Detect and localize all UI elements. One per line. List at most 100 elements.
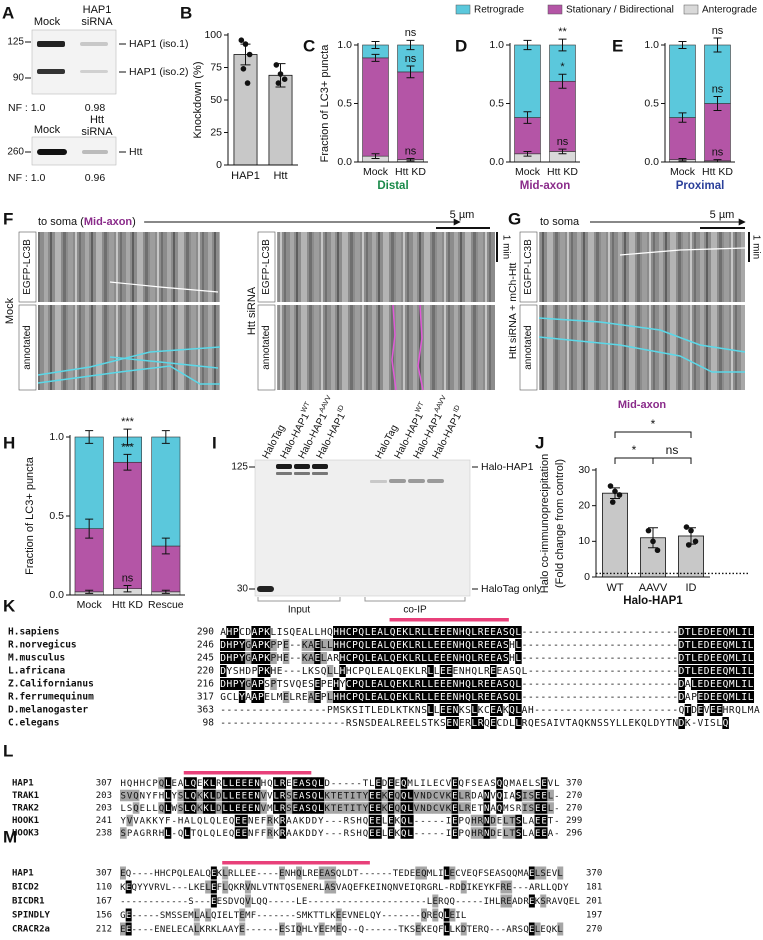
residue: -: [331, 816, 336, 826]
residue: D: [216, 791, 221, 801]
sequence-start: 167: [96, 897, 112, 907]
residue: -: [283, 718, 289, 729]
y-axis-label: (Fold change from control): [554, 459, 566, 588]
residue-shade: [438, 802, 446, 814]
residue-shade: [304, 777, 312, 789]
y-tick-label: 0.5: [49, 510, 64, 522]
y-tick-label: 0: [216, 159, 222, 171]
residue: S: [305, 804, 310, 814]
residue: E: [239, 911, 244, 921]
residue: E: [434, 627, 440, 638]
error-bar: [85, 518, 94, 539]
residue: F: [261, 829, 266, 839]
residue: E: [446, 692, 452, 703]
residue: H: [227, 679, 233, 690]
residue: L: [421, 679, 427, 690]
panel-label: I: [212, 433, 217, 452]
residue-shade: [709, 665, 717, 677]
residue: A: [377, 679, 383, 690]
residue: -: [489, 925, 494, 935]
residue: E: [242, 791, 247, 801]
residue: E: [478, 779, 483, 789]
residue-shade: [345, 639, 353, 651]
residue-shade: [120, 827, 127, 839]
residue: -: [554, 829, 559, 839]
residue-shade: [703, 639, 711, 651]
residue: R: [501, 897, 507, 907]
residue: M: [427, 869, 433, 879]
residue-shade: [446, 691, 453, 703]
data-point: [609, 499, 616, 505]
lane-variant: AAVV: [434, 394, 449, 414]
residue-shade: [307, 639, 315, 651]
residue: E: [395, 779, 400, 789]
residue: -: [239, 718, 245, 729]
residue: E: [710, 705, 716, 716]
residue: Y: [239, 640, 245, 651]
residue: E: [223, 816, 228, 826]
residue: T: [398, 925, 404, 935]
residue: L: [409, 679, 415, 690]
residue: Q: [523, 925, 528, 935]
residue: H: [333, 679, 339, 690]
track-trace: [109, 281, 219, 293]
legend-label: Retrograde: [474, 5, 524, 16]
residue-shade: [282, 652, 290, 664]
residue: Q: [395, 804, 400, 814]
residue: Q: [358, 679, 364, 690]
residue-shade: [298, 789, 306, 802]
y-tick-label: 1.0: [337, 39, 352, 51]
residue: L: [165, 791, 170, 801]
residue: -: [578, 705, 584, 716]
residue: -: [376, 897, 381, 907]
sequence-start: 307: [96, 779, 112, 789]
residue: D: [245, 666, 251, 677]
residue: -: [347, 897, 352, 907]
residue: -: [603, 653, 609, 664]
residue: -: [672, 679, 678, 690]
residue: M: [333, 705, 339, 716]
residue: -: [654, 653, 660, 664]
sequence-name: HOOK1: [12, 816, 39, 826]
significance-label: ns: [712, 83, 724, 95]
residue-shade: [414, 652, 422, 664]
residue-shade: [202, 777, 210, 789]
residue: S: [308, 679, 314, 690]
residue-shade: [697, 691, 704, 703]
residue: P: [277, 640, 283, 651]
residue: S: [314, 666, 320, 677]
residue-shade: [209, 802, 216, 814]
residue: -: [522, 679, 528, 690]
residue: -: [672, 666, 678, 677]
residue: Y: [340, 679, 346, 690]
residue: -: [131, 897, 136, 907]
residue-shade: [471, 717, 478, 729]
residue: H: [159, 829, 164, 839]
comparison-label: *: [632, 443, 637, 457]
residue: E: [404, 883, 409, 893]
residue-shade: [734, 665, 742, 677]
residue-shade: [460, 922, 467, 936]
residue-shade: [722, 665, 729, 677]
residue: Q: [228, 883, 233, 893]
residue: Q: [342, 925, 347, 935]
residue: L: [327, 666, 333, 677]
condition-label: Htt siRNA: [246, 286, 258, 335]
residue: L: [228, 911, 233, 921]
residue-shade: [534, 922, 541, 936]
residue: R: [478, 653, 484, 664]
residue: L: [622, 718, 628, 729]
residue: -: [616, 692, 622, 703]
residue: E: [302, 679, 308, 690]
residue: A: [178, 779, 184, 789]
residue-shade: [370, 639, 378, 651]
residue: E: [535, 804, 540, 814]
residue: K: [635, 718, 641, 729]
residue-shade: [408, 639, 415, 651]
residue-shade: [406, 827, 414, 839]
residue: M: [407, 779, 413, 789]
residue: L: [438, 883, 443, 893]
residue: E: [369, 816, 374, 826]
residue: H: [120, 779, 125, 789]
residue: Q: [159, 779, 164, 789]
